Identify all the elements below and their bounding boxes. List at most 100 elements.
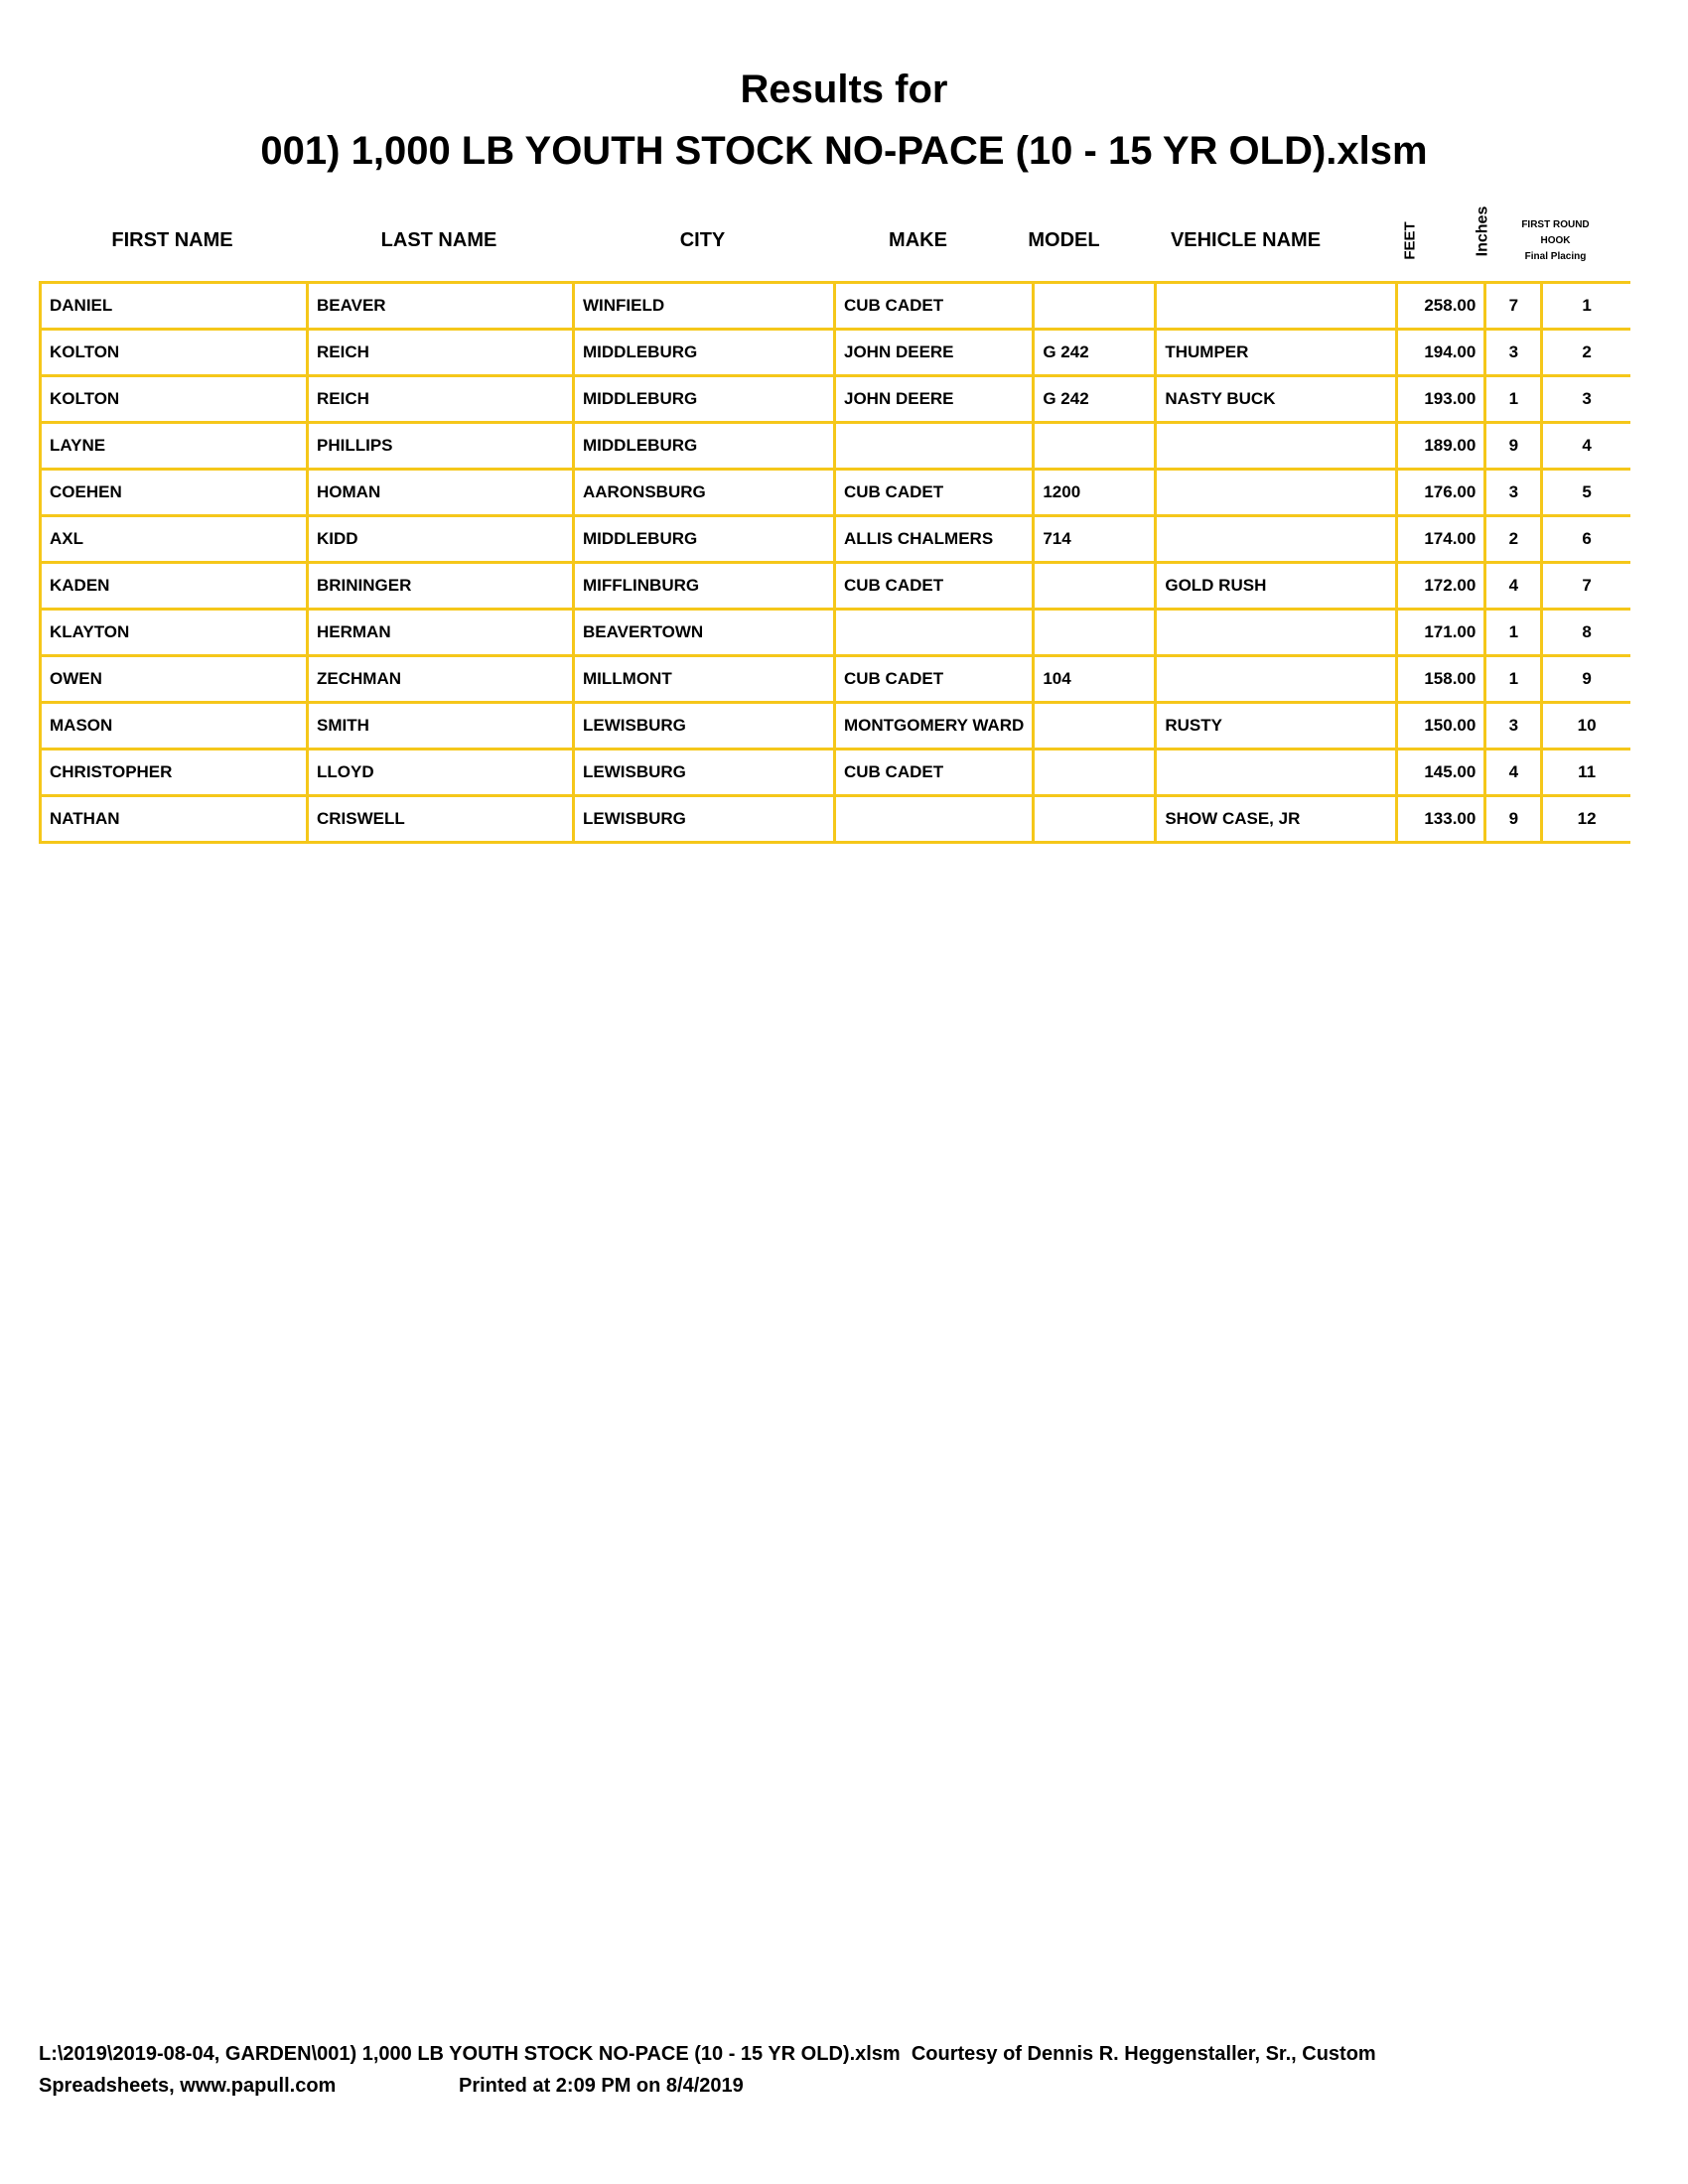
cell-inches: 3 bbox=[1483, 468, 1544, 517]
cell-first-name: AXL bbox=[39, 514, 309, 564]
cell-city: MIFFLINBURG bbox=[572, 561, 836, 611]
cell-model: 1200 bbox=[1032, 468, 1158, 517]
cell-city: MILLMONT bbox=[572, 654, 836, 704]
cell-last-name: PHILLIPS bbox=[306, 421, 575, 471]
table-row: DANIEL BEAVER WINFIELD CUB CADET 258.00 7 1 bbox=[39, 281, 1630, 331]
cell-first-name: OWEN bbox=[39, 654, 309, 704]
cell-feet: 133.00 bbox=[1395, 794, 1487, 844]
cell-feet: 258.00 bbox=[1395, 281, 1487, 331]
cell-make: ALLIS CHALMERS bbox=[832, 514, 1036, 564]
cell-feet: 171.00 bbox=[1395, 608, 1487, 657]
cell-placing: 12 bbox=[1540, 794, 1630, 844]
cell-make: CUB CADET bbox=[832, 561, 1036, 611]
table-row: AXL KIDD MIDDLEBURG ALLIS CHALMERS 714 174.00… bbox=[39, 514, 1630, 564]
cell-model: 104 bbox=[1032, 654, 1158, 704]
header-placing-line3: Final Placing bbox=[1524, 250, 1587, 262]
cell-inches: 1 bbox=[1483, 608, 1544, 657]
cell-make bbox=[832, 421, 1036, 471]
cell-model bbox=[1032, 281, 1158, 331]
cell-first-name: LAYNE bbox=[39, 421, 309, 471]
footer-credit: Spreadsheets, www.papull.com bbox=[39, 2075, 337, 2097]
cell-last-name: SMITH bbox=[306, 701, 575, 751]
cell-placing: 6 bbox=[1540, 514, 1630, 564]
cell-feet: 193.00 bbox=[1395, 374, 1487, 424]
cell-feet: 145.00 bbox=[1395, 748, 1487, 797]
cell-vehicle-name: THUMPER bbox=[1154, 328, 1399, 377]
cell-inches: 4 bbox=[1483, 748, 1544, 797]
cell-last-name: REICH bbox=[306, 328, 575, 377]
cell-city: WINFIELD bbox=[572, 281, 836, 331]
cell-city: AARONSBURG bbox=[572, 468, 836, 517]
header-feet-label: FEET bbox=[1402, 221, 1419, 260]
table-row: LAYNE PHILLIPS MIDDLEBURG 189.00 9 4 bbox=[39, 421, 1630, 471]
cell-city: MIDDLEBURG bbox=[572, 514, 836, 564]
cell-inches: 7 bbox=[1483, 281, 1544, 331]
cell-model bbox=[1032, 421, 1158, 471]
cell-model bbox=[1032, 561, 1158, 611]
cell-placing: 9 bbox=[1540, 654, 1630, 704]
cell-feet: 194.00 bbox=[1395, 328, 1487, 377]
table-row: OWEN ZECHMAN MILLMONT CUB CADET 104 158.00 1 9 bbox=[39, 654, 1630, 704]
cell-make: CUB CADET bbox=[832, 468, 1036, 517]
cell-model bbox=[1033, 701, 1158, 751]
cell-last-name: CRISWELL bbox=[306, 794, 575, 844]
header-vehicle-name: VEHICLE NAME bbox=[1170, 229, 1322, 251]
cell-model: 714 bbox=[1032, 514, 1158, 564]
cell-placing: 10 bbox=[1540, 701, 1630, 751]
cell-vehicle-name: RUSTY bbox=[1154, 701, 1399, 751]
cell-last-name: BRININGER bbox=[306, 561, 575, 611]
cell-model bbox=[1032, 608, 1158, 657]
footer-path: L:\2019\2019-08-04, GARDEN\001) 1,000 LB… bbox=[39, 2043, 1376, 2065]
cell-first-name: KOLTON bbox=[39, 374, 309, 424]
table-row: KOLTON REICH MIDDLEBURG JOHN DEERE G 242 THUM… bbox=[39, 328, 1630, 377]
cell-make bbox=[832, 608, 1036, 657]
cell-city: MIDDLEBURG bbox=[572, 421, 836, 471]
cell-last-name: BEAVER bbox=[306, 281, 575, 331]
header-inches: Inches bbox=[1455, 199, 1511, 263]
cell-placing: 1 bbox=[1540, 281, 1630, 331]
cell-model: G 242 bbox=[1032, 374, 1158, 424]
table-row: KLAYTON HERMAN BEAVERTOWN 171.00 1 8 bbox=[39, 608, 1630, 657]
cell-vehicle-name: SHOW CASE, JR bbox=[1154, 794, 1399, 844]
cell-placing: 2 bbox=[1540, 328, 1630, 377]
cell-model: G 242 bbox=[1032, 328, 1158, 377]
cell-vehicle-name bbox=[1154, 748, 1399, 797]
table-row: NATHAN CRISWELL LEWISBURG SHOW CASE, JR 133.… bbox=[39, 794, 1630, 844]
table-row: KADEN BRININGER MIFFLINBURG CUB CADET GOLD R… bbox=[39, 561, 1630, 611]
cell-feet: 158.00 bbox=[1395, 654, 1487, 704]
cell-first-name: MASON bbox=[39, 701, 309, 751]
cell-make bbox=[832, 794, 1036, 844]
cell-placing: 5 bbox=[1540, 468, 1630, 517]
header-inches-label: Inches bbox=[1474, 205, 1491, 256]
cell-inches: 2 bbox=[1483, 514, 1544, 564]
header-city: CITY bbox=[679, 229, 726, 251]
cell-first-name: KADEN bbox=[39, 561, 309, 611]
cell-vehicle-name bbox=[1154, 654, 1399, 704]
cell-inches: 9 bbox=[1483, 421, 1544, 471]
cell-feet: 174.00 bbox=[1395, 514, 1487, 564]
header-feet: FEET bbox=[1366, 208, 1455, 273]
cell-make: CUB CADET bbox=[832, 281, 1036, 331]
cell-feet: 172.00 bbox=[1395, 561, 1487, 611]
header-placing-line1: FIRST ROUND bbox=[1521, 218, 1590, 230]
cell-make: JOHN DEERE bbox=[832, 328, 1036, 377]
cell-make: CUB CADET bbox=[832, 748, 1036, 797]
cell-first-name: KLAYTON bbox=[39, 608, 309, 657]
cell-inches: 1 bbox=[1483, 374, 1544, 424]
cell-feet: 176.00 bbox=[1395, 468, 1487, 517]
cell-placing: 7 bbox=[1540, 561, 1630, 611]
cell-placing: 4 bbox=[1540, 421, 1630, 471]
header-placing-line2: HOOK bbox=[1540, 234, 1571, 246]
header-first-name: FIRST NAME bbox=[111, 229, 233, 251]
cell-vehicle-name: NASTY BUCK bbox=[1154, 374, 1399, 424]
cell-city: MIDDLEBURG bbox=[572, 328, 836, 377]
cell-last-name: ZECHMAN bbox=[306, 654, 575, 704]
cell-make: CUB CADET bbox=[832, 654, 1036, 704]
page-subtitle: 001) 1,000 LB YOUTH STOCK NO-PACE (10 - … bbox=[260, 129, 1428, 173]
cell-first-name: NATHAN bbox=[39, 794, 309, 844]
header-model: MODEL bbox=[1028, 229, 1100, 251]
cell-model bbox=[1032, 794, 1158, 844]
cell-inches: 9 bbox=[1483, 794, 1544, 844]
cell-vehicle-name bbox=[1154, 281, 1399, 331]
cell-feet: 150.00 bbox=[1395, 701, 1487, 751]
